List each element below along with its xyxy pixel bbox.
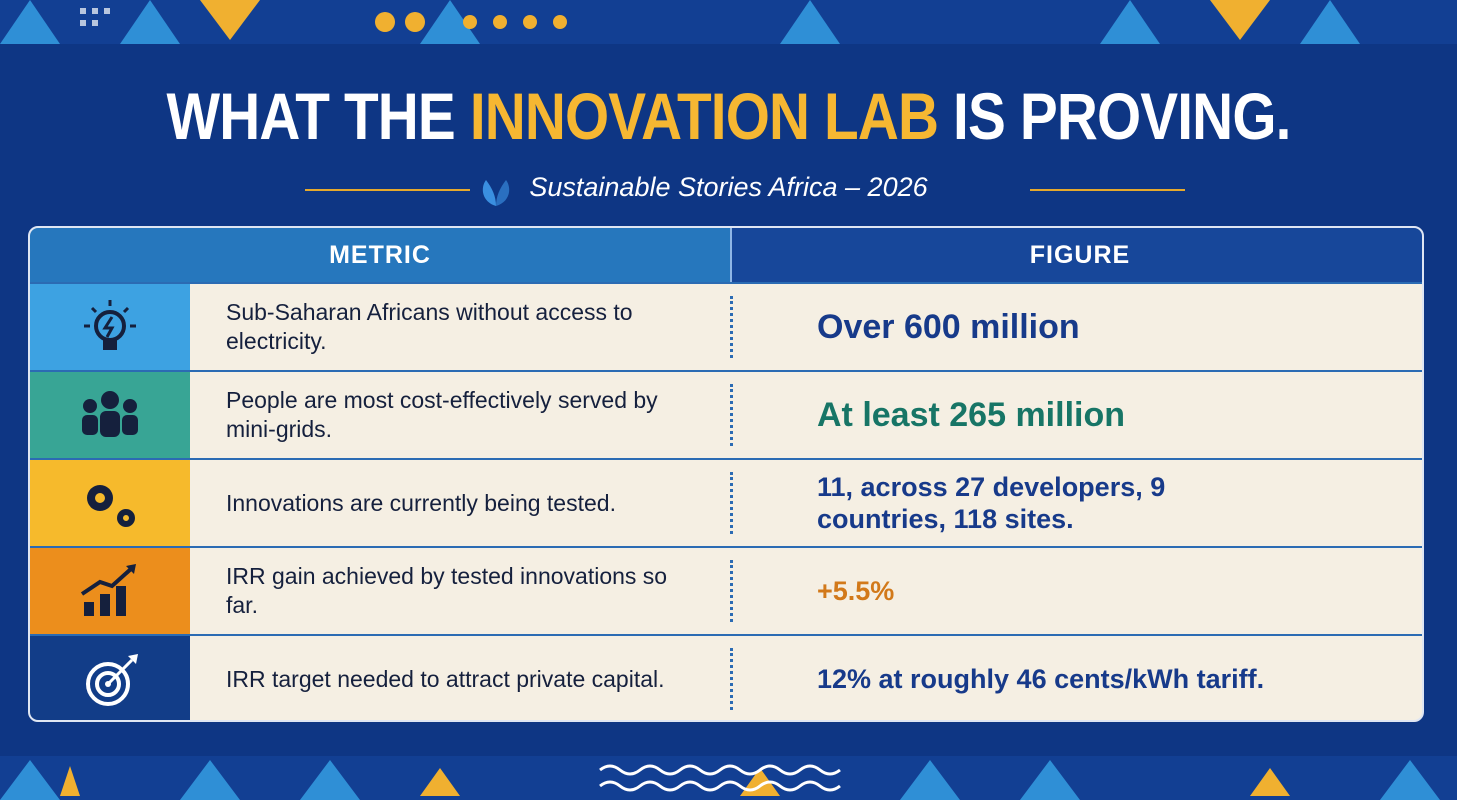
dotted-divider [730,296,733,358]
table-row: IRR target needed to attract private cap… [30,634,1422,720]
metric-text: IRR target needed to attract private cap… [226,665,665,692]
metric-text: People are most cost-effectively served … [226,387,658,442]
row-icon [30,372,190,458]
title-highlight: INNOVATION LAB [469,79,939,153]
icon [82,391,138,437]
icon [84,300,136,350]
icon [87,485,135,527]
column-header: FIGURE [730,228,1422,282]
dotted-divider [730,472,733,534]
icon [80,564,136,616]
title-end: IS PROVING. [953,79,1291,153]
divider-line [305,189,470,191]
metric-text: IRR gain achieved by tested innovations … [226,563,668,618]
dotted-divider [730,560,733,622]
table-row: People are most cost-effectively served … [30,370,1422,458]
table-row: Sub-Saharan Africans without access to e… [30,282,1422,370]
pattern-bottom [0,756,1457,800]
leaf-icon [482,180,510,206]
figure-text: Over 600 million [817,308,1080,346]
metric-text: Innovations are currently being tested. [226,489,616,516]
dotted-divider [730,384,733,446]
figure-text: 11, across 27 developers, 9 countries, 1… [817,472,1166,534]
figure-text: +5.5% [817,576,895,606]
row-icon [30,284,190,370]
title: WHAT THE INNOVATION LAB IS PROVING. [0,78,1457,154]
metrics-table: METRIC FIGURE Sub-Saharan Africans witho… [28,226,1424,722]
row-icon [30,548,190,634]
dotted-divider [730,648,733,710]
table-row: Innovations are currently being tested. 1… [30,458,1422,546]
metric-text: Sub-Saharan Africans without access to e… [226,299,633,354]
row-icon [30,460,190,546]
pattern-top [0,0,1457,44]
table-row: IRR gain achieved by tested innovations … [30,546,1422,634]
title-start: WHAT THE [166,79,455,153]
figure-text: At least 265 million [817,396,1125,434]
subtitle: Sustainable Stories Africa – 2026 [529,172,928,202]
column-header: METRIC [30,228,730,282]
figure-text: 12% at roughly 46 cents/kWh tariff. [817,664,1265,694]
icon [86,654,138,706]
divider-line [1030,189,1185,191]
row-icon [30,636,190,720]
